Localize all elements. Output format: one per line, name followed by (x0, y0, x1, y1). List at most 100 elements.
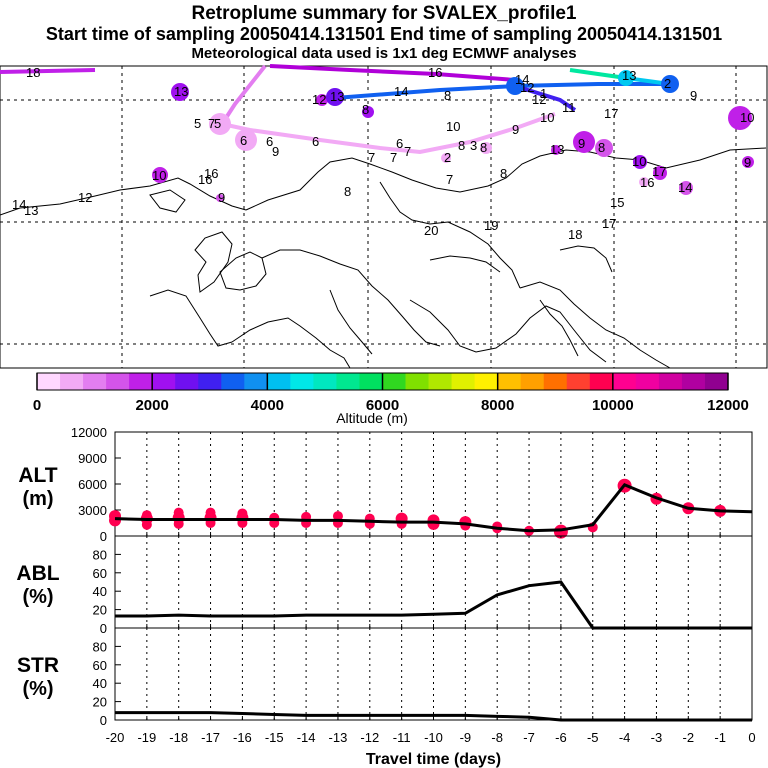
x-tick-label: -14 (297, 730, 316, 745)
colorbar-tick-label: 8000 (481, 397, 514, 414)
series-line-alt (114, 483, 753, 533)
y-tick-label: 6000 (78, 477, 107, 492)
series-line-str (115, 711, 752, 722)
colorbar-swatch (428, 373, 452, 390)
map-label: 10 (152, 168, 166, 183)
colorbar-tick-label: 6000 (366, 397, 399, 414)
colorbar-tick-label: 10000 (592, 397, 634, 414)
map-label: 16 (198, 172, 212, 187)
colorbar-swatch (382, 373, 406, 390)
map-label: 14 (515, 72, 529, 87)
map-label: 13 (330, 89, 344, 104)
map-label: 8 (598, 140, 605, 155)
map-label: 8 (458, 138, 465, 153)
map-label: 7 (208, 116, 215, 131)
alt-point (269, 512, 280, 523)
panel-label: ABL (16, 562, 59, 585)
panel-unit: (%) (22, 586, 53, 608)
x-tick-label: -3 (651, 730, 663, 745)
colorbar-swatch (37, 373, 61, 390)
panel-unit: (m) (22, 488, 53, 510)
map-label: 19 (484, 218, 498, 233)
colorbar-swatch (612, 373, 637, 390)
colorbar-tick-labels: 0 2000 4000 6000 8000 10000 12000 (33, 373, 749, 414)
colorbar-swatch (497, 373, 522, 390)
x-tick-label: -11 (393, 730, 411, 745)
x-tick-label: -8 (491, 730, 503, 745)
colorbar-tick-label: 0 (33, 397, 41, 414)
map-label: 13 (550, 142, 564, 157)
colorbar-swatch (589, 373, 614, 390)
map-frame (0, 65, 768, 369)
map-label: 11 (562, 100, 576, 115)
x-tick-label: -20 (106, 730, 125, 745)
x-tick-label: -10 (424, 730, 443, 745)
map-label: 7 (404, 144, 411, 159)
y-tick-label: 12000 (71, 425, 107, 440)
x-tick-label: -7 (523, 730, 535, 745)
map-label: 6 (266, 134, 273, 149)
panel-unit: (%) (22, 678, 53, 700)
map-label: 17 (652, 164, 666, 179)
map-label: 9 (578, 136, 585, 151)
x-tick-label: -4 (619, 730, 631, 745)
x-tick-label: -18 (169, 730, 188, 745)
map-label: 10 (632, 154, 646, 169)
x-tick-label: -1 (714, 730, 726, 745)
y-tick-label: 20 (93, 603, 107, 618)
alt-point (173, 507, 184, 518)
y-tick-label: 9000 (78, 451, 107, 466)
map-label: 8 (480, 140, 487, 155)
map-label: 7 (390, 150, 397, 165)
y-tick-label: 60 (93, 566, 107, 581)
map-label: 17 (602, 216, 616, 231)
map-label: 2 (664, 76, 671, 91)
map-label: 12 (532, 92, 546, 107)
colorbar-swatch (129, 373, 153, 390)
x-tick-label: -2 (683, 730, 695, 745)
colorbar-tick-label: 2000 (135, 397, 168, 414)
map-label: 8 (362, 102, 369, 117)
alt-point (332, 511, 343, 522)
x-tick-label: -19 (137, 730, 156, 745)
map-label: 3 (470, 138, 477, 153)
colorbar-swatch (704, 373, 729, 390)
colorbar-swatch (106, 373, 130, 390)
map-label: 16 (428, 65, 442, 80)
met-data-note: Meteorological data used is 1x1 deg ECMW… (191, 45, 577, 62)
map-label: 7 (368, 150, 375, 165)
colorbar-swatch (175, 373, 199, 390)
x-tick-label: -16 (233, 730, 252, 745)
colorbar-swatch (451, 373, 476, 390)
map-label: 13 (174, 84, 188, 99)
x-tick-label: -13 (329, 730, 348, 745)
map-label: 12 (78, 190, 92, 205)
y-tick-label: 0 (100, 713, 107, 728)
map-label: 14 (678, 180, 692, 195)
colorbar-swatch (336, 373, 360, 390)
colorbar-swatch (359, 373, 383, 390)
colorbar-label: Altitude (m) (336, 410, 408, 426)
colorbar-swatch (405, 373, 429, 390)
colorbar-swatch (60, 373, 84, 390)
map-label: 10 (540, 110, 554, 125)
map-label: 9 (690, 88, 697, 103)
map-label: 8 (500, 166, 507, 181)
colorbar-swatch (244, 373, 268, 390)
plume-clusters (152, 70, 754, 202)
y-tick-label: 20 (93, 695, 107, 710)
map-label: 6 (396, 136, 403, 151)
map-label: 17 (604, 106, 618, 121)
x-tick-label: -15 (265, 730, 284, 745)
colorbar-swatch (520, 373, 545, 390)
alt-point (141, 510, 152, 521)
y-tick-label: 40 (93, 676, 107, 691)
map-label: 9 (744, 155, 751, 170)
map-label: 12 (520, 80, 534, 95)
altitude-colorbar (36, 372, 729, 391)
x-tick-label: -17 (201, 730, 220, 745)
map-label: 9 (512, 122, 519, 137)
colorbar-swatch (313, 373, 337, 390)
x-tick-label: -5 (587, 730, 599, 745)
